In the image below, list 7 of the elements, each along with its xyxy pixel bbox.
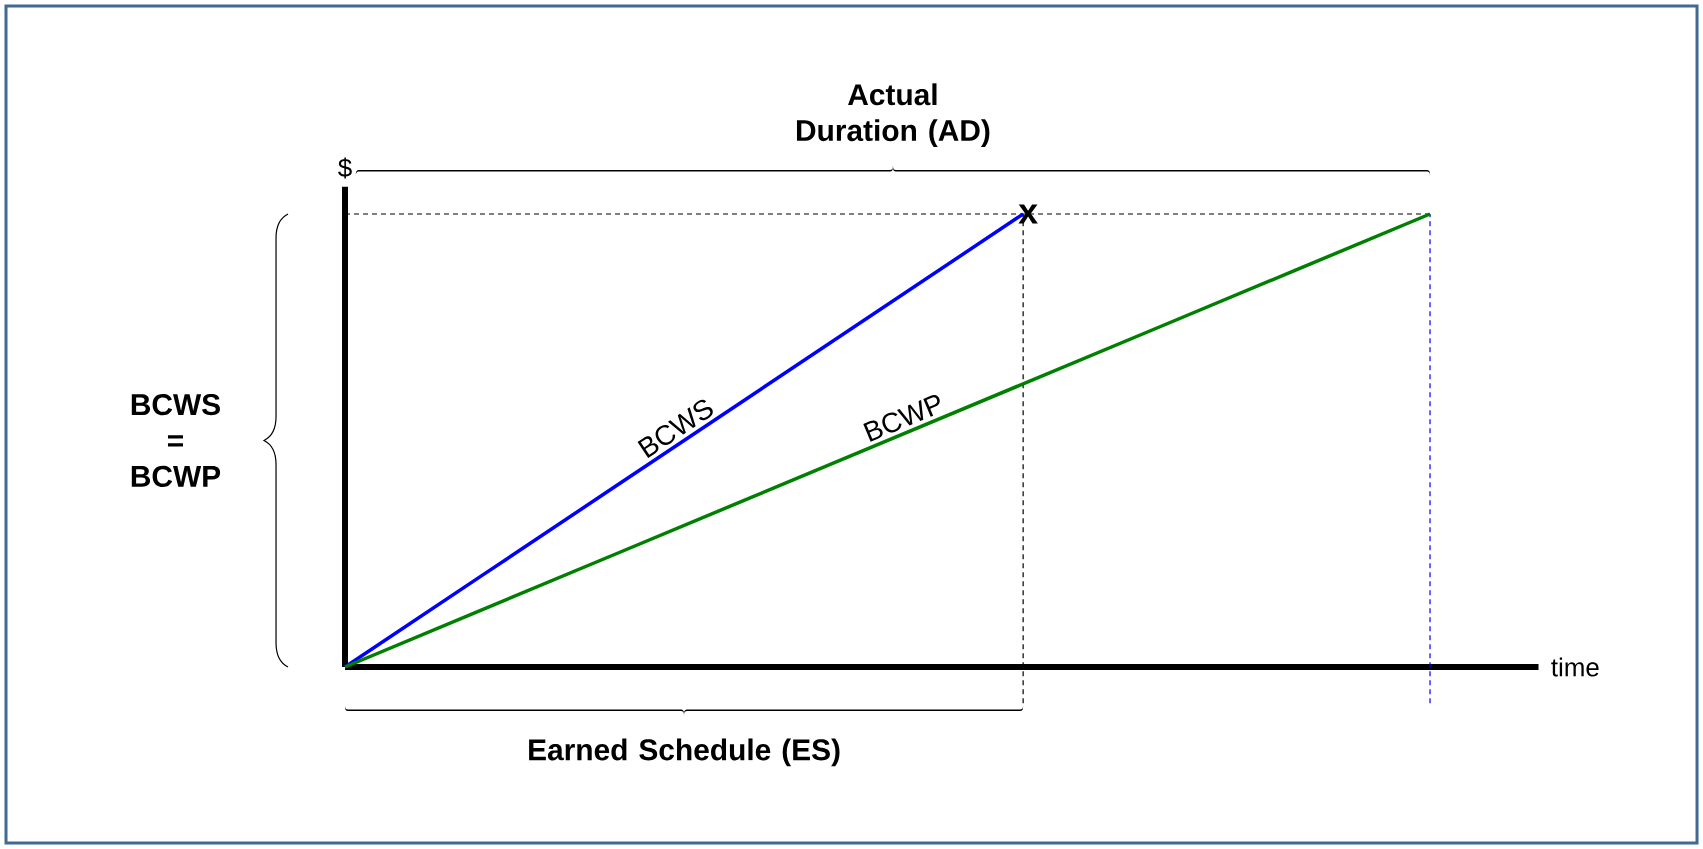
y-axis-title: $ bbox=[338, 157, 352, 179]
annotation: x bbox=[1018, 204, 1038, 224]
text: Actual Duration (AD) bbox=[796, 83, 990, 148]
x-axis-title: time bbox=[1551, 657, 1599, 677]
text: Earned Schedule (ES) bbox=[529, 738, 840, 767]
text: BCWS = BCWP bbox=[131, 394, 221, 487]
text: BCWP bbox=[863, 395, 940, 442]
